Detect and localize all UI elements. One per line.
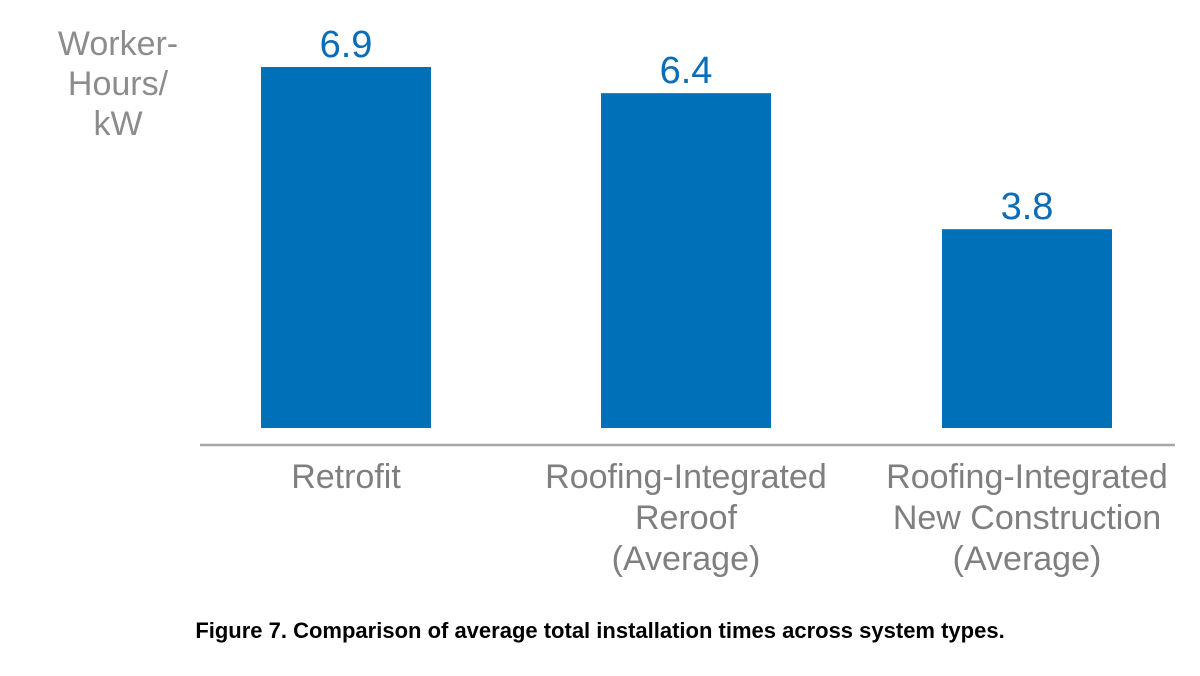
category-label: New Construction — [893, 499, 1161, 537]
y-axis-label-line: Hours/ — [68, 65, 169, 103]
bar-value-label: 3.8 — [1001, 186, 1054, 228]
bar — [601, 93, 771, 428]
figure-caption: Figure 7. Comparison of average total in… — [195, 618, 1005, 643]
bars — [261, 67, 1112, 428]
bar-value-label: 6.9 — [320, 24, 373, 66]
category-label: Roofing-Integrated — [886, 458, 1168, 496]
category-label: Retrofit — [291, 458, 401, 496]
bar — [942, 229, 1112, 428]
y-axis-label-line: kW — [93, 105, 142, 143]
category-labels: Retrofit Roofing-IntegratedReroof(Average… — [291, 458, 1168, 578]
y-axis-label-line: Worker- — [58, 25, 178, 63]
category-label: (Average) — [953, 540, 1102, 578]
category-label: Roofing-Integrated — [545, 458, 827, 496]
category-label: Reroof — [635, 499, 738, 537]
category-label: (Average) — [612, 540, 761, 578]
bar-value-label: 6.4 — [660, 50, 713, 92]
value-labels: 6.9 6.4 3.8 — [320, 24, 1054, 228]
bar — [261, 67, 431, 428]
y-axis-label: Worker-Hours/kW — [58, 25, 178, 143]
